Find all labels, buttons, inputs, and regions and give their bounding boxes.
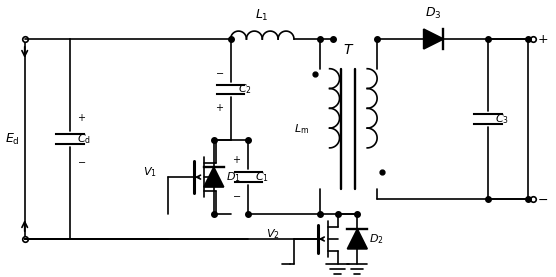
- Text: $+$: $+$: [232, 154, 241, 165]
- Text: $-$: $-$: [77, 156, 86, 166]
- Text: $+$: $+$: [77, 112, 86, 123]
- Text: $L_{\rm m}$: $L_{\rm m}$: [294, 122, 310, 136]
- Text: $+$: $+$: [538, 32, 549, 45]
- Text: $-$: $-$: [215, 67, 224, 77]
- Text: $C_{\rm d}$: $C_{\rm d}$: [77, 132, 91, 146]
- Text: $-$: $-$: [538, 193, 549, 206]
- Text: $V_2$: $V_2$: [266, 227, 280, 241]
- Text: $-$: $-$: [232, 190, 241, 200]
- Text: $L_1$: $L_1$: [255, 8, 269, 23]
- Text: $+$: $+$: [215, 102, 224, 113]
- Polygon shape: [424, 29, 444, 49]
- Text: $C_2$: $C_2$: [237, 83, 251, 96]
- Text: $V_1$: $V_1$: [142, 165, 156, 179]
- Text: $T$: $T$: [342, 43, 354, 57]
- Text: $D_2$: $D_2$: [369, 232, 384, 246]
- Text: $C_3$: $C_3$: [495, 112, 509, 126]
- Polygon shape: [204, 167, 224, 187]
- Text: $D_1$: $D_1$: [226, 170, 240, 184]
- Polygon shape: [348, 229, 367, 249]
- Text: $E_{\rm d}$: $E_{\rm d}$: [5, 132, 20, 147]
- Text: $D_3$: $D_3$: [425, 6, 442, 21]
- Text: $C_1$: $C_1$: [255, 170, 269, 184]
